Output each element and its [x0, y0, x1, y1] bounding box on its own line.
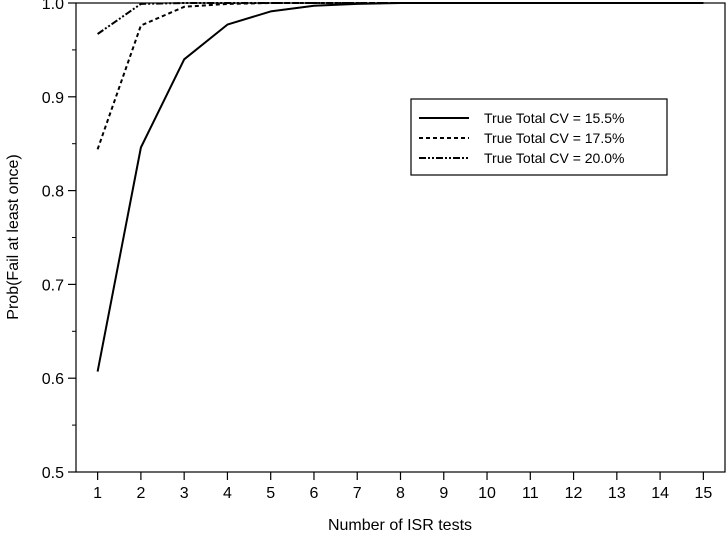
legend-label-3: True Total CV = 20.0%: [484, 150, 624, 166]
x-axis-title: Number of ISR tests: [328, 517, 472, 534]
x-tick-label: 8: [396, 485, 405, 502]
legend-box: [410, 98, 668, 176]
legend-label-1: True Total CV = 15.5%: [484, 110, 624, 126]
x-tick-label: 7: [353, 485, 362, 502]
x-tick-label: 15: [694, 485, 712, 502]
x-axis: 1 2 3 4 5 6 7 8 9 10 11 12 13 14 15: [93, 472, 712, 502]
x-tick-label: 14: [651, 485, 669, 502]
x-tick-label: 1: [93, 485, 102, 502]
x-tick-label: 6: [310, 485, 319, 502]
legend: True Total CV = 15.5% True Total CV = 17…: [410, 98, 668, 176]
y-axis: 0.5 0.6 0.7 0.8 0.9 1.0: [42, 0, 76, 482]
x-tick-label: 12: [565, 485, 583, 502]
series-line-3: [97, 2, 704, 35]
x-tick-label: 10: [478, 485, 496, 502]
y-axis-title: Prob(Fail at least once): [5, 154, 22, 319]
y-tick-label: 0.8: [42, 184, 64, 201]
y-tick-label: 0.9: [42, 90, 64, 107]
y-tick-label: 0.6: [42, 371, 64, 388]
x-tick-label: 13: [608, 485, 626, 502]
legend-label-2: True Total CV = 17.5%: [484, 130, 624, 146]
y-tick-label: 0.5: [42, 465, 64, 482]
plot-frame: [75, 2, 726, 473]
x-tick-label: 9: [439, 485, 448, 502]
y-tick-label: 0.7: [42, 277, 64, 294]
x-tick-label: 2: [136, 485, 145, 502]
series-line-1: [96, 2, 704, 372]
series-layer: [96, 2, 704, 372]
x-tick-label: 5: [266, 485, 275, 502]
x-tick-label: 4: [223, 485, 232, 502]
x-tick-label: 11: [522, 485, 539, 502]
y-tick-label: 1.0: [42, 0, 64, 13]
x-tick-label: 3: [180, 485, 189, 502]
